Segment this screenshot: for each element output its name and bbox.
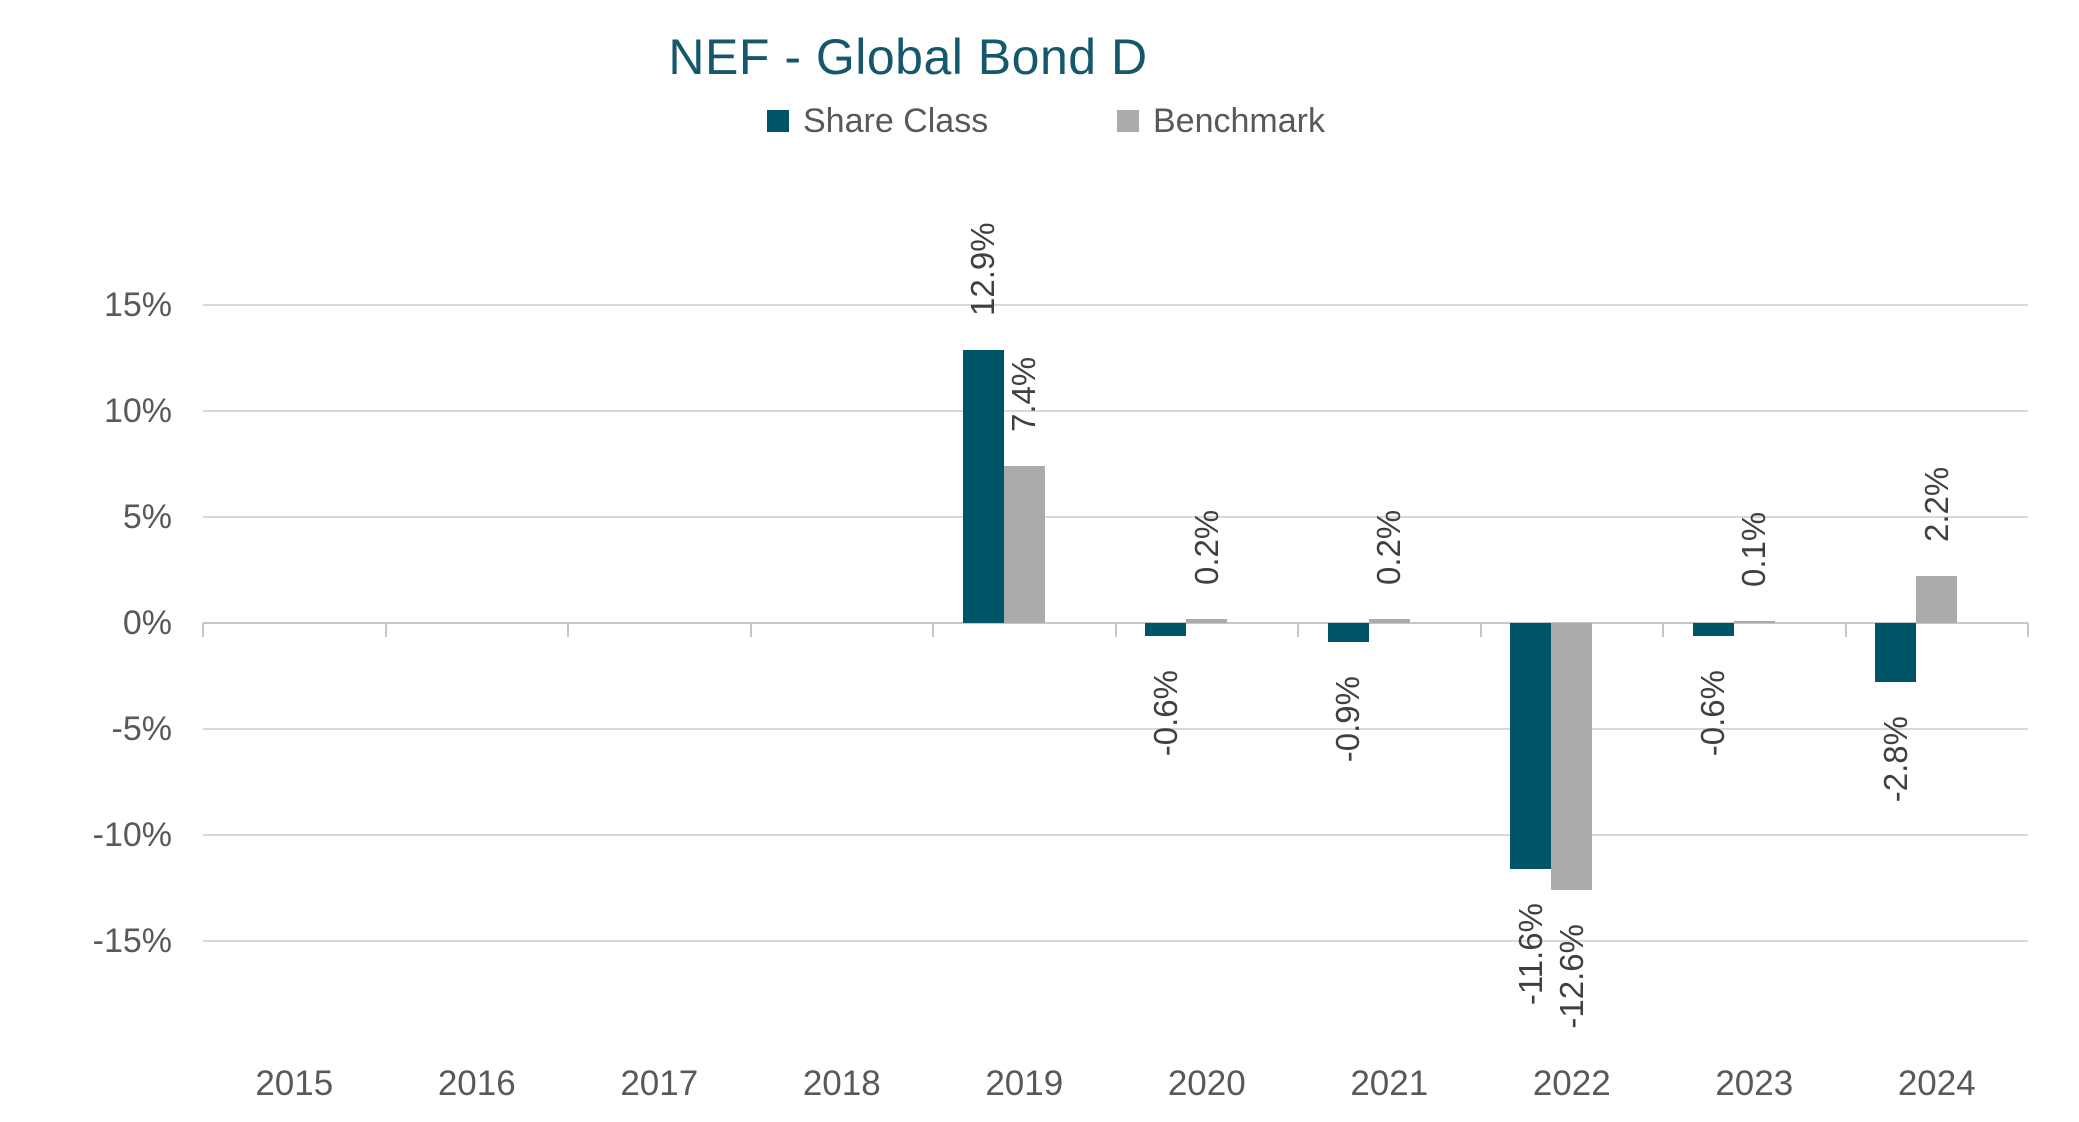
y-axis-label: 0% (122, 604, 172, 642)
axis-tick (1479, 623, 1482, 637)
bar-share-class-2020 (1145, 623, 1187, 636)
y-axis-label: 5% (122, 498, 172, 536)
bar-benchmark-2023 (1733, 620, 1775, 623)
x-axis-label-2017: 2017 (620, 1064, 699, 1103)
gridline (203, 304, 2028, 306)
x-axis-label-2018: 2018 (802, 1064, 881, 1103)
x-axis-label-2019: 2019 (985, 1064, 1064, 1103)
axis-tick (1297, 623, 1299, 637)
x-axis-label-2015: 2015 (255, 1064, 334, 1103)
bar-benchmark-2019 (1003, 466, 1045, 623)
data-label-benchmark-2021: 0.2% (1370, 509, 1408, 585)
axis-tick (384, 623, 387, 637)
chart-title: NEF - Global Bond D (668, 29, 1148, 85)
data-label-share-class-2021: -0.9% (1329, 676, 1367, 763)
bar-benchmark-2021 (1368, 618, 1410, 623)
gridline (203, 410, 2028, 412)
legend-item-benchmark: Benchmark (1117, 100, 1325, 142)
x-axis-label-2023: 2023 (1715, 1064, 1794, 1103)
y-axis-label: -15% (92, 922, 172, 960)
y-axis-label: 15% (103, 286, 172, 324)
data-label-share-class-2023: -0.6% (1694, 669, 1732, 756)
bar-benchmark-2020 (1186, 618, 1228, 623)
x-axis-label-2021: 2021 (1350, 1064, 1429, 1103)
axis-tick (2027, 623, 2029, 637)
gridline (203, 728, 2028, 730)
bar-share-class-2023 (1692, 623, 1734, 636)
bar-benchmark-2022 (1551, 623, 1593, 891)
y-axis-label: 10% (103, 392, 172, 430)
data-label-benchmark-2020: 0.2% (1187, 509, 1225, 585)
legend: Share Class Benchmark (0, 100, 2079, 142)
data-label-share-class-2020: -0.6% (1146, 669, 1184, 756)
gridline (203, 516, 2028, 518)
axis-tick (932, 623, 934, 637)
bar-share-class-2019 (962, 349, 1004, 623)
x-axis-label-2024: 2024 (1897, 1064, 1976, 1103)
x-axis-label-2020: 2020 (1167, 1064, 1246, 1103)
y-axis-label: -10% (92, 816, 172, 854)
gridline (203, 834, 2028, 836)
axis-tick (749, 623, 752, 637)
data-label-benchmark-2022: -12.6% (1552, 924, 1590, 1029)
axis-tick (567, 623, 569, 637)
data-label-share-class-2024: -2.8% (1876, 716, 1914, 803)
bar-share-class-2021 (1327, 623, 1369, 643)
x-axis-label-2016: 2016 (437, 1064, 516, 1103)
axis-tick (1662, 623, 1664, 637)
bar-share-class-2024 (1875, 623, 1917, 683)
data-label-benchmark-2023: 0.1% (1735, 511, 1773, 587)
legend-label-share-class: Share Class (803, 101, 989, 140)
y-axis-label: -5% (111, 710, 172, 748)
data-label-benchmark-2019: 7.4% (1005, 356, 1043, 433)
axis-tick (202, 623, 204, 637)
data-label-share-class-2019: 12.9% (964, 221, 1002, 316)
legend-label-benchmark: Benchmark (1153, 101, 1325, 140)
axis-tick (1114, 623, 1117, 637)
bar-benchmark-2024 (1916, 576, 1958, 623)
legend-swatch-benchmark-icon (1117, 110, 1139, 132)
data-label-benchmark-2024: 2.2% (1917, 467, 1955, 543)
x-axis-label-2022: 2022 (1532, 1064, 1611, 1103)
bar-share-class-2022 (1510, 623, 1552, 869)
legend-item-share-class: Share Class (767, 100, 988, 142)
gridline (203, 940, 2028, 942)
legend-swatch-share-class-icon (767, 110, 789, 132)
axis-tick (1844, 623, 1847, 637)
data-label-share-class-2022: -11.6% (1511, 902, 1549, 1006)
